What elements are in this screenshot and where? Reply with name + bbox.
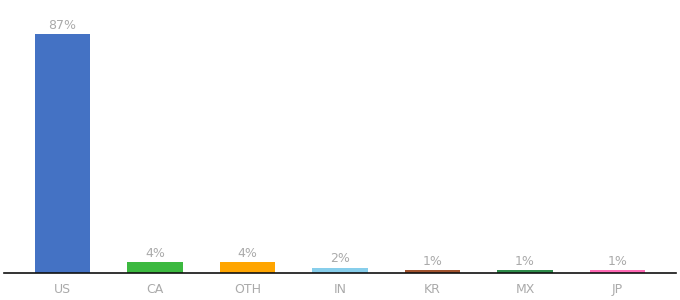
Text: 1%: 1% bbox=[515, 255, 535, 268]
Bar bbox=[312, 268, 368, 273]
Bar bbox=[590, 270, 645, 273]
Bar bbox=[35, 34, 90, 273]
Text: 1%: 1% bbox=[422, 255, 443, 268]
Text: 4%: 4% bbox=[145, 247, 165, 260]
Bar bbox=[405, 270, 460, 273]
Text: 1%: 1% bbox=[608, 255, 628, 268]
Bar bbox=[220, 262, 275, 273]
Text: 87%: 87% bbox=[48, 19, 76, 32]
Bar bbox=[497, 270, 553, 273]
Text: 2%: 2% bbox=[330, 252, 350, 266]
Bar bbox=[127, 262, 183, 273]
Text: 4%: 4% bbox=[237, 247, 258, 260]
